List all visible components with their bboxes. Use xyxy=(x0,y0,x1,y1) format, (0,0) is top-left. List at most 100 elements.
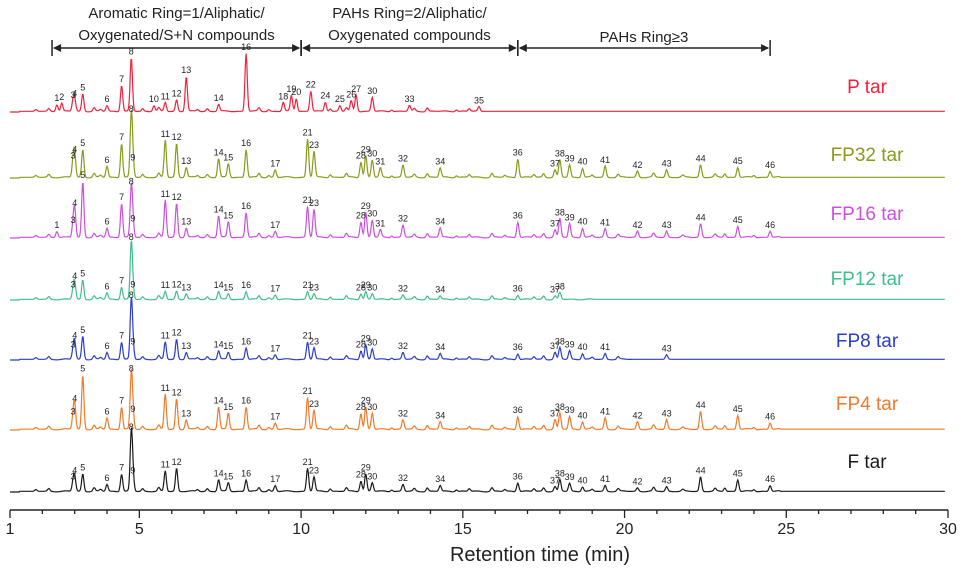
peak-label: 12 xyxy=(172,88,182,98)
x-tick-label: 20 xyxy=(616,521,634,538)
peak-label: 14 xyxy=(214,93,224,103)
peak-label: 46 xyxy=(765,220,775,230)
x-tick-label: 1 xyxy=(6,521,15,538)
peak-label: 36 xyxy=(513,405,523,415)
trace-line xyxy=(10,110,945,179)
peak-label: 29 xyxy=(361,201,371,211)
peak-label: 29 xyxy=(361,463,371,473)
peak-label: 9 xyxy=(130,280,135,290)
x-tick-label: 15 xyxy=(454,521,472,538)
peak-label: 22 xyxy=(306,80,316,90)
peak-label: 4 xyxy=(72,394,77,404)
peak-label: 7 xyxy=(119,331,124,341)
peak-label: 38 xyxy=(555,281,565,291)
series-legend-label: FP32 tar xyxy=(831,145,905,166)
peak-label: 13 xyxy=(181,65,191,75)
peak-label: 3 xyxy=(71,90,76,100)
peak-label: 23 xyxy=(309,399,319,409)
peak-label: 5 xyxy=(80,463,85,473)
peak-label: 9 xyxy=(130,404,135,414)
peak-label: 2 xyxy=(59,92,64,102)
peak-label: 13 xyxy=(181,408,191,418)
peak-label: 37 xyxy=(550,285,560,295)
peak-label: 5 xyxy=(80,83,85,93)
peak-label: 8 xyxy=(129,232,134,242)
peak-label: 34 xyxy=(435,217,445,227)
peak-label: 4 xyxy=(72,88,77,98)
x-tick-label: 10 xyxy=(292,521,310,538)
peak-label: 6 xyxy=(104,217,109,227)
peak-label: 43 xyxy=(662,159,672,169)
peak-label: 14 xyxy=(214,147,224,157)
peak-label: 41 xyxy=(600,474,610,484)
series-legend-label: P tar xyxy=(847,77,887,98)
peak-label: 16 xyxy=(241,201,251,211)
peak-label: 28 xyxy=(356,282,366,292)
peak-label: 31 xyxy=(375,157,385,167)
peak-label: 30 xyxy=(367,282,377,292)
peak-label: 8 xyxy=(129,104,134,114)
peak-label: 4 xyxy=(72,466,77,476)
peak-label: 39 xyxy=(565,339,575,349)
region-arrowhead xyxy=(761,44,770,52)
peak-label: 36 xyxy=(513,211,523,221)
peak-label: 15 xyxy=(223,211,233,221)
region-label: Oxygenated compounds xyxy=(328,27,491,44)
peak-label: 34 xyxy=(435,474,445,484)
peak-label: 16 xyxy=(241,138,251,148)
peak-label: 46 xyxy=(765,160,775,170)
peak-label: 41 xyxy=(600,155,610,165)
peak-label: 46 xyxy=(765,412,775,422)
peak-label: 24 xyxy=(320,91,330,101)
peak-label: 9 xyxy=(130,152,135,162)
peak-label: 16 xyxy=(241,280,251,290)
peak-label: 5 xyxy=(80,325,85,335)
peak-label: 6 xyxy=(104,407,109,417)
peak-label: 34 xyxy=(435,157,445,167)
peak-label: 44 xyxy=(696,400,706,410)
peak-label: 21 xyxy=(303,128,313,138)
peak-label: 32 xyxy=(398,284,408,294)
peak-label: 30 xyxy=(367,402,377,412)
peak-label: 14 xyxy=(214,339,224,349)
peak-label: 23 xyxy=(309,140,319,150)
peak-label: 42 xyxy=(632,410,642,420)
peak-label: 45 xyxy=(733,404,743,414)
peak-label: 6 xyxy=(104,94,109,104)
peak-label: 9 xyxy=(130,214,135,224)
peak-label: 29 xyxy=(361,396,371,406)
peak-label: 15 xyxy=(223,402,233,412)
peak-label: 44 xyxy=(696,212,706,222)
peak-label: 29 xyxy=(361,334,371,344)
peak-label: 43 xyxy=(662,475,672,485)
peak-label: 46 xyxy=(765,474,775,484)
peak-label: 21 xyxy=(303,386,313,396)
peak-label: 28 xyxy=(356,151,366,161)
peak-label: 5 xyxy=(80,268,85,278)
peak-label: 25 xyxy=(335,94,345,104)
peak-label: 34 xyxy=(435,285,445,295)
peak-label: 11 xyxy=(161,383,170,393)
peak-label: 38 xyxy=(555,468,565,478)
peak-label: 39 xyxy=(565,405,575,415)
peak-label: 13 xyxy=(181,341,191,351)
peak-label: 44 xyxy=(696,466,706,476)
peak-label: 12 xyxy=(172,132,182,142)
peak-label: 5 xyxy=(80,138,85,148)
peak-label: 20 xyxy=(291,87,301,97)
peak-label: 12 xyxy=(172,280,182,290)
peak-label: 7 xyxy=(119,396,124,406)
peak-label: 12 xyxy=(172,192,182,202)
peak-label: 12 xyxy=(172,457,182,467)
peak-label: 28 xyxy=(356,470,366,480)
peak-label: 3 xyxy=(71,407,76,417)
peak-label: 43 xyxy=(662,343,672,353)
peak-label: 10 xyxy=(149,94,159,104)
region-label: PAHs Ring=2/Aliphatic/ xyxy=(332,5,487,22)
peak-label: 40 xyxy=(577,475,587,485)
peak-label: 26 xyxy=(346,90,356,100)
peak-label: 15 xyxy=(223,341,233,351)
peak-label: 11 xyxy=(161,460,170,470)
